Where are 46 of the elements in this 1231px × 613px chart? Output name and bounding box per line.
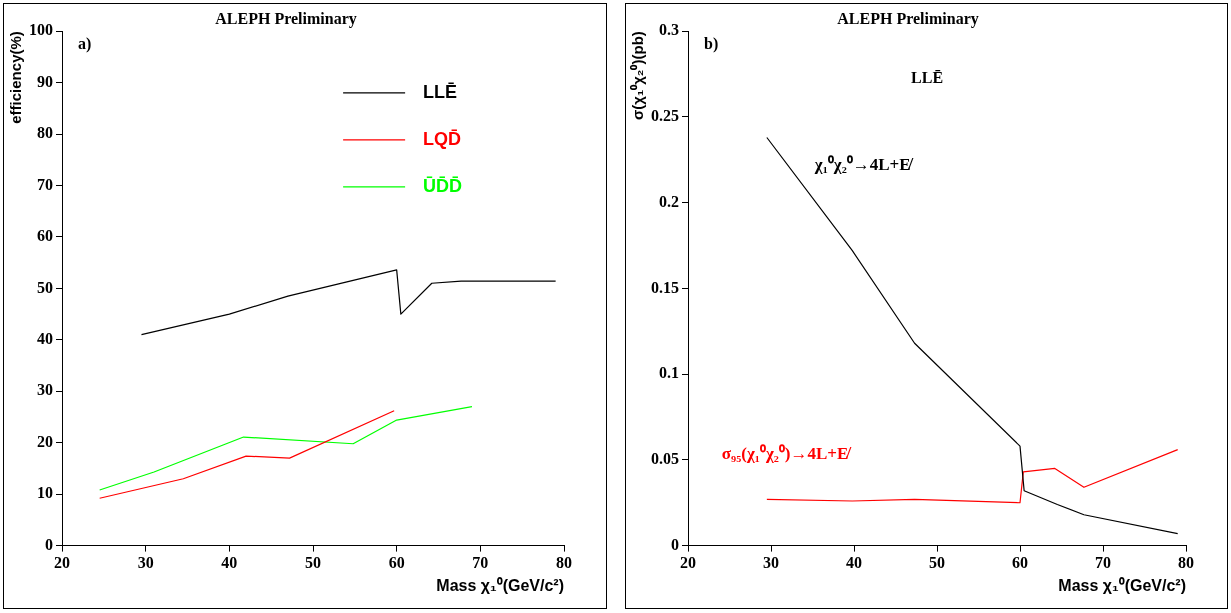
y-tick-label: 0.05 [650,450,679,468]
y-tick-label: 0.15 [650,278,679,296]
y-tick-label: 40 [37,329,53,347]
x-tick-label: 20 [54,554,70,572]
chart-title: ALEPH Preliminary [215,9,357,28]
y-tick-label: 100 [29,21,53,39]
chart-title: ALEPH Preliminary [836,9,979,28]
y-tick-label: 80 [37,124,53,142]
y-tick-label: 0.2 [658,192,679,210]
x-tick-label: 60 [1011,554,1028,572]
x-axis-title: Mass χ₁⁰(GeV/c²) [1057,576,1186,594]
annotation: a) [78,35,92,54]
y-axis-title: efficiency(%) [7,31,25,124]
legend-label: ŪD̄D̄ [423,175,463,196]
x-tick-label: 60 [388,554,405,572]
x-tick-label: 70 [472,554,489,572]
y-axis-title: σ(χ₁⁰χ₂⁰)(pb) [628,31,646,120]
y-tick-label: 50 [37,278,53,296]
x-tick-label: 50 [928,554,945,572]
x-tick-label: 80 [556,554,572,572]
y-tick-label: 0.1 [658,364,679,382]
annotation: LLĒ [910,69,943,87]
x-axis-title: Mass χ₁⁰(GeV/c²) [436,576,564,594]
y-tick-label: 10 [37,484,53,502]
y-tick-label: 90 [37,72,53,90]
x-tick-label: 70 [1094,554,1111,572]
legend-label: LQD̄ [423,128,462,149]
y-tick-label: 60 [37,227,53,245]
x-tick-label: 20 [679,554,696,572]
y-tick-label: 0 [45,535,53,553]
y-tick-label: 70 [37,175,53,193]
y-tick-label: 20 [37,432,53,450]
text: σ₉₅(χ₁⁰χ₂⁰)→4L+E̸ [721,443,851,463]
x-tick-label: 50 [305,554,321,572]
x-tick-label: 30 [762,554,779,572]
legend-label: LLĒ [423,81,458,102]
x-tick-label: 80 [1177,554,1194,572]
series-label: χ₁⁰χ₂⁰→4L+E̸ [813,154,914,174]
annotation: b) [703,35,718,54]
y-tick-label: 0.25 [650,107,679,125]
x-tick-label: 30 [137,554,154,572]
y-tick-label: 30 [37,381,53,399]
x-tick-label: 40 [845,554,862,572]
y-tick-label: 0.3 [658,21,679,39]
x-tick-label: 40 [221,554,238,572]
y-tick-label: 0 [670,535,679,553]
